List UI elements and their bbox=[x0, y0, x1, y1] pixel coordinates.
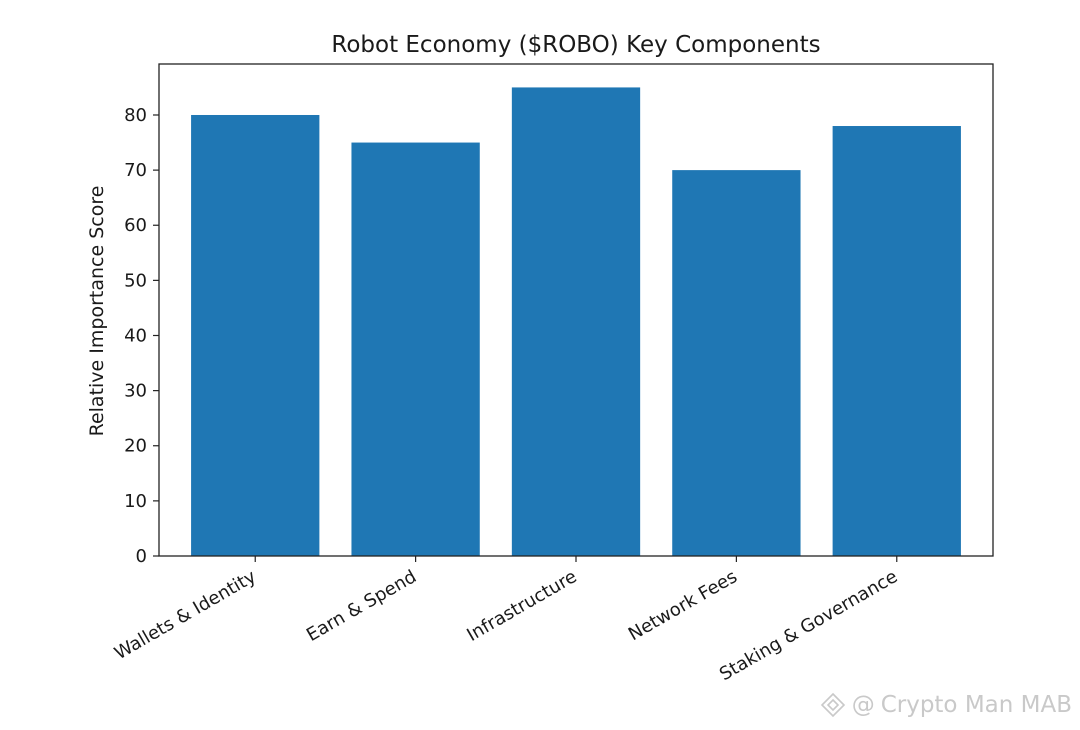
watermark-at-symbol: @ bbox=[851, 692, 875, 718]
binance-diamond-logo-icon bbox=[820, 692, 845, 718]
y-axis-label: Relative Importance Score bbox=[86, 186, 108, 437]
y-tick-label: 60 bbox=[124, 215, 147, 236]
bar bbox=[351, 142, 480, 556]
bar bbox=[191, 114, 320, 556]
x-tick-label: Earn & Spend bbox=[303, 566, 420, 646]
watermark-text: Crypto Man MAB bbox=[880, 692, 1072, 718]
bar bbox=[672, 170, 801, 556]
y-tick-label: 10 bbox=[124, 491, 147, 512]
y-tick-label: 40 bbox=[124, 325, 147, 346]
bars bbox=[191, 87, 961, 556]
y-tick-label: 80 bbox=[124, 105, 147, 126]
x-tick-label: Staking & Governance bbox=[716, 566, 901, 685]
x-tick-label: Infrastructure bbox=[463, 566, 580, 646]
y-tick-label: 70 bbox=[124, 160, 147, 181]
y-tick-label: 20 bbox=[124, 436, 147, 457]
chart-title: Robot Economy ($ROBO) Key Components bbox=[331, 32, 820, 58]
plot-frame bbox=[158, 63, 994, 557]
y-tick-label: 50 bbox=[124, 270, 147, 291]
watermark: @ Crypto Man MAB bbox=[820, 692, 1072, 718]
y-tick-label: 30 bbox=[124, 381, 147, 402]
y-tick-label: 0 bbox=[136, 546, 147, 567]
x-tick-label: Network Fees bbox=[625, 566, 741, 645]
x-tick-label: Wallets & Identity bbox=[111, 566, 260, 664]
bar bbox=[511, 87, 641, 556]
bar bbox=[832, 126, 961, 556]
